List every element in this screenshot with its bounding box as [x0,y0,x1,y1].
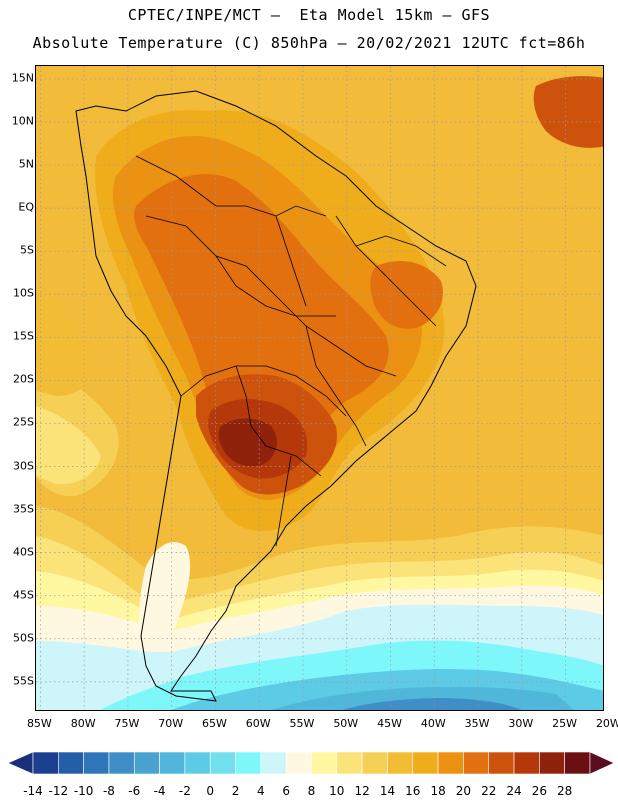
colorbar-label: -10 [73,784,94,798]
map-panel [35,65,604,711]
country-borders [135,155,447,547]
colorbar-label: 8 [307,784,316,798]
colorbar-swatch [336,751,363,775]
nordeste-warm [370,261,444,329]
lon-label: 75W [114,717,140,730]
band-minus-4 [342,698,522,710]
lat-label: 50S [13,631,34,645]
colorbar-label: 4 [257,784,265,798]
title-line-2: Absolute Temperature (C) 850hPa — 20/02/… [32,34,586,52]
lat-label: 30S [13,459,34,473]
lon-label: 30W [508,717,534,730]
colorbar-swatch [539,751,565,775]
colorbar-swatches [7,751,615,775]
colorbar-label: 16 [405,784,421,798]
lat-label: 15N [11,71,34,85]
colorbar-swatch [235,751,262,775]
colorbar-swatch [159,751,186,775]
colorbar-swatch [83,751,110,775]
lon-label: 55W [289,717,315,730]
colorbar-label: -8 [102,784,115,798]
colorbar-label: 0 [206,784,215,798]
lon-label: 50W [333,717,359,730]
lat-label: 10S [13,286,34,300]
colorbar-swatch [488,751,515,775]
lat-label: 45S [13,588,34,602]
grid-lines [36,66,603,710]
lat-label: 20S [13,372,34,386]
colorbar-over-arrow [589,751,615,775]
cold-bands [36,366,603,710]
colorbar-label: 20 [455,784,472,798]
continent-26 [218,418,277,467]
lon-label: 25W [552,717,578,730]
colorbar-label: -14 [23,784,43,798]
lat-label: 25S [13,415,34,429]
lon-label: 85W [26,717,52,730]
colorbar-label: 12 [354,784,370,798]
lat-label: EQ [18,200,34,214]
continent-20 [134,174,389,479]
lat-label: 5S [20,243,34,257]
colorbar-swatch [209,751,236,775]
colorbar-label: -4 [153,784,166,798]
colorbar-swatch [260,751,287,775]
pacific-band-14 [36,286,96,396]
colorbar-swatch [513,751,540,775]
colorbar-label: 22 [481,784,497,798]
lon-label: 80W [70,717,96,730]
colorbar-swatch [32,751,59,775]
lat-label: 55S [13,674,34,688]
colorbar-swatch [311,751,338,775]
temperature-map [36,66,603,710]
colorbar-swatch [387,751,414,775]
colorbar-label: 18 [430,784,446,798]
colorbar-label: -2 [178,784,191,798]
title-line-1: CPTEC/INPE/MCT — Eta Model 15km — GFS [127,6,491,24]
colorbar-label: 2 [231,784,240,798]
colorbar [7,751,615,775]
pacific-cool-2 [36,406,101,485]
lat-label: 15S [13,329,34,343]
lon-label: 20W [595,717,618,730]
colorbar-under-arrow [7,751,34,775]
colorbar-label: 26 [531,784,547,798]
colorbar-label: 6 [282,784,290,798]
lon-label: 35W [464,717,490,730]
colorbar-label: -12 [48,784,69,798]
colorbar-swatch [361,751,388,775]
lat-label: 10N [11,114,34,128]
colorbar-swatch [564,751,591,775]
lat-label: 5N [18,157,34,171]
colorbar-label: 14 [379,784,396,798]
lat-label: 40S [13,545,34,559]
lon-label: 45W [377,717,402,730]
lon-label: 70W [158,717,184,730]
lat-label: 35S [13,502,34,516]
lon-label: 65W [202,717,227,730]
colorbar-swatch [463,751,490,775]
colorbar-swatch [285,751,312,775]
colorbar-label: 24 [506,784,522,798]
lon-label: 60W [245,717,271,730]
colorbar-swatch [133,751,160,775]
atlantic-warm-ne [533,76,603,148]
colorbar-label: 10 [329,784,345,798]
colorbar-swatch [437,751,464,775]
colorbar-swatch [58,751,84,775]
colorbar-swatch [412,751,439,775]
colorbar-label: 28 [557,784,573,798]
colorbar-swatch [184,751,211,775]
colorbar-label: -6 [128,784,141,798]
lon-label: 40W [420,717,446,730]
colorbar-swatch [108,751,135,775]
